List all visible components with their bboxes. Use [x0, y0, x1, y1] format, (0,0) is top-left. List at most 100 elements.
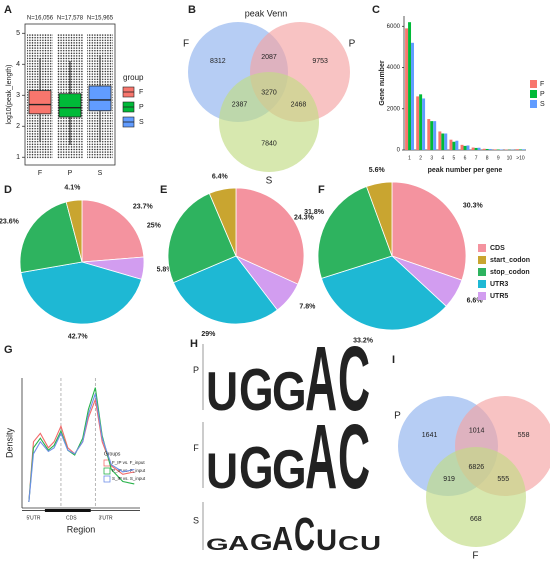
x-tick-label: 4 — [441, 155, 444, 161]
x-tick-label: 5 — [453, 155, 456, 161]
bar — [488, 148, 492, 150]
y-axis-label: Gene number — [379, 60, 386, 105]
bar — [496, 149, 500, 150]
n-label: N=17,578 — [57, 16, 84, 22]
logo-letter: U — [316, 524, 337, 557]
y-tick-label: 1 — [16, 154, 20, 161]
x-tick-label: 3'UTR — [99, 515, 113, 521]
bar — [455, 140, 459, 150]
x-tick-label: 10 — [507, 155, 513, 161]
legend-label: F_IP vs. F_input — [112, 460, 145, 465]
legend-label: CDS — [490, 245, 505, 252]
n-label: N=15,965 — [87, 16, 114, 22]
set-circle — [219, 72, 319, 172]
panel-label: B — [188, 4, 196, 16]
bar — [438, 131, 442, 150]
region-count: 1641 — [422, 432, 438, 439]
slice-label: 33.2% — [353, 338, 374, 345]
bar — [416, 96, 420, 150]
pie-slice — [235, 187, 305, 285]
slice-label: 42.7% — [68, 334, 89, 341]
bar — [419, 94, 423, 150]
bar — [518, 149, 522, 150]
region-count: 919 — [443, 476, 455, 483]
logo-letter: G — [272, 361, 307, 423]
slice-label: 5.8% — [157, 266, 174, 273]
x-tick-label: 8 — [486, 155, 489, 161]
x-tick-label: S — [98, 170, 103, 177]
pie-slice — [365, 181, 393, 257]
legend-swatch — [478, 244, 486, 252]
region-count: 6826 — [469, 464, 485, 471]
x-tick-label: F — [38, 170, 42, 177]
logo-letter: C — [338, 532, 359, 554]
legend-swatch — [478, 268, 486, 276]
bar — [493, 149, 497, 150]
slice-label: 23.7% — [133, 204, 154, 211]
logo-letter: A — [272, 520, 293, 557]
bar — [477, 147, 481, 150]
legend-swatch — [478, 256, 486, 264]
logo-letter: G — [239, 435, 274, 502]
pie-slice — [65, 199, 83, 263]
region-count: 8312 — [210, 58, 226, 65]
bar — [433, 121, 437, 150]
bar — [405, 28, 409, 150]
bar — [485, 148, 489, 150]
box — [28, 90, 52, 115]
legend-swatch — [478, 280, 486, 288]
set-label: F — [472, 551, 478, 562]
bar — [408, 22, 412, 150]
set-circle — [426, 447, 526, 547]
logo-letter: G — [206, 535, 229, 554]
bar — [444, 133, 448, 150]
region-count: 2468 — [291, 101, 307, 108]
x-tick-label: 1 — [408, 155, 411, 161]
density-line — [28, 393, 135, 503]
logo-letter: U — [206, 361, 238, 423]
legend-swatch — [530, 100, 537, 108]
box — [58, 93, 82, 118]
set-label: P — [349, 39, 356, 50]
slice-label: 6.4% — [212, 173, 229, 180]
y-tick-label: 0 — [397, 148, 401, 154]
region-count: 9753 — [312, 58, 328, 65]
y-tick-label: 4000 — [387, 65, 401, 71]
set-label: S — [266, 176, 273, 187]
x-tick-label: 6 — [464, 155, 467, 161]
legend-swatch — [530, 90, 537, 98]
legend-title: Groups — [104, 451, 121, 457]
logo-letter: C — [338, 407, 370, 509]
legend-swatch — [478, 292, 486, 300]
slice-label: 25% — [147, 223, 162, 230]
slice-label: 31.8% — [304, 209, 325, 216]
y-tick-label: 3 — [16, 92, 20, 99]
set-label: F — [183, 39, 189, 50]
bar — [516, 149, 519, 150]
legend-label: F — [540, 81, 544, 88]
row-label: F — [193, 443, 199, 453]
panel-label: F — [318, 184, 325, 196]
slice-label: 29% — [201, 331, 216, 338]
chart-title: peak Venn — [245, 8, 288, 18]
set-label: P — [394, 410, 401, 421]
x-tick-label: >10 — [516, 155, 525, 161]
legend-label: S — [139, 119, 144, 126]
x-tick-label: 9 — [497, 155, 500, 161]
bar — [499, 149, 503, 150]
x-axis-label: peak number per gene — [428, 167, 503, 174]
pie-slice — [391, 181, 467, 281]
bar — [422, 98, 426, 150]
y-axis-label: Density — [4, 427, 14, 458]
pie-slice — [167, 192, 237, 284]
y-tick-label: 6000 — [387, 24, 401, 30]
bar — [471, 147, 475, 150]
legend-swatch — [530, 80, 537, 88]
x-tick-label: 2 — [419, 155, 422, 161]
legend-label: P — [540, 91, 545, 98]
region-count: 555 — [497, 476, 509, 483]
slice-label: 23.6% — [0, 218, 20, 225]
bar — [474, 147, 478, 150]
bar — [427, 119, 431, 150]
